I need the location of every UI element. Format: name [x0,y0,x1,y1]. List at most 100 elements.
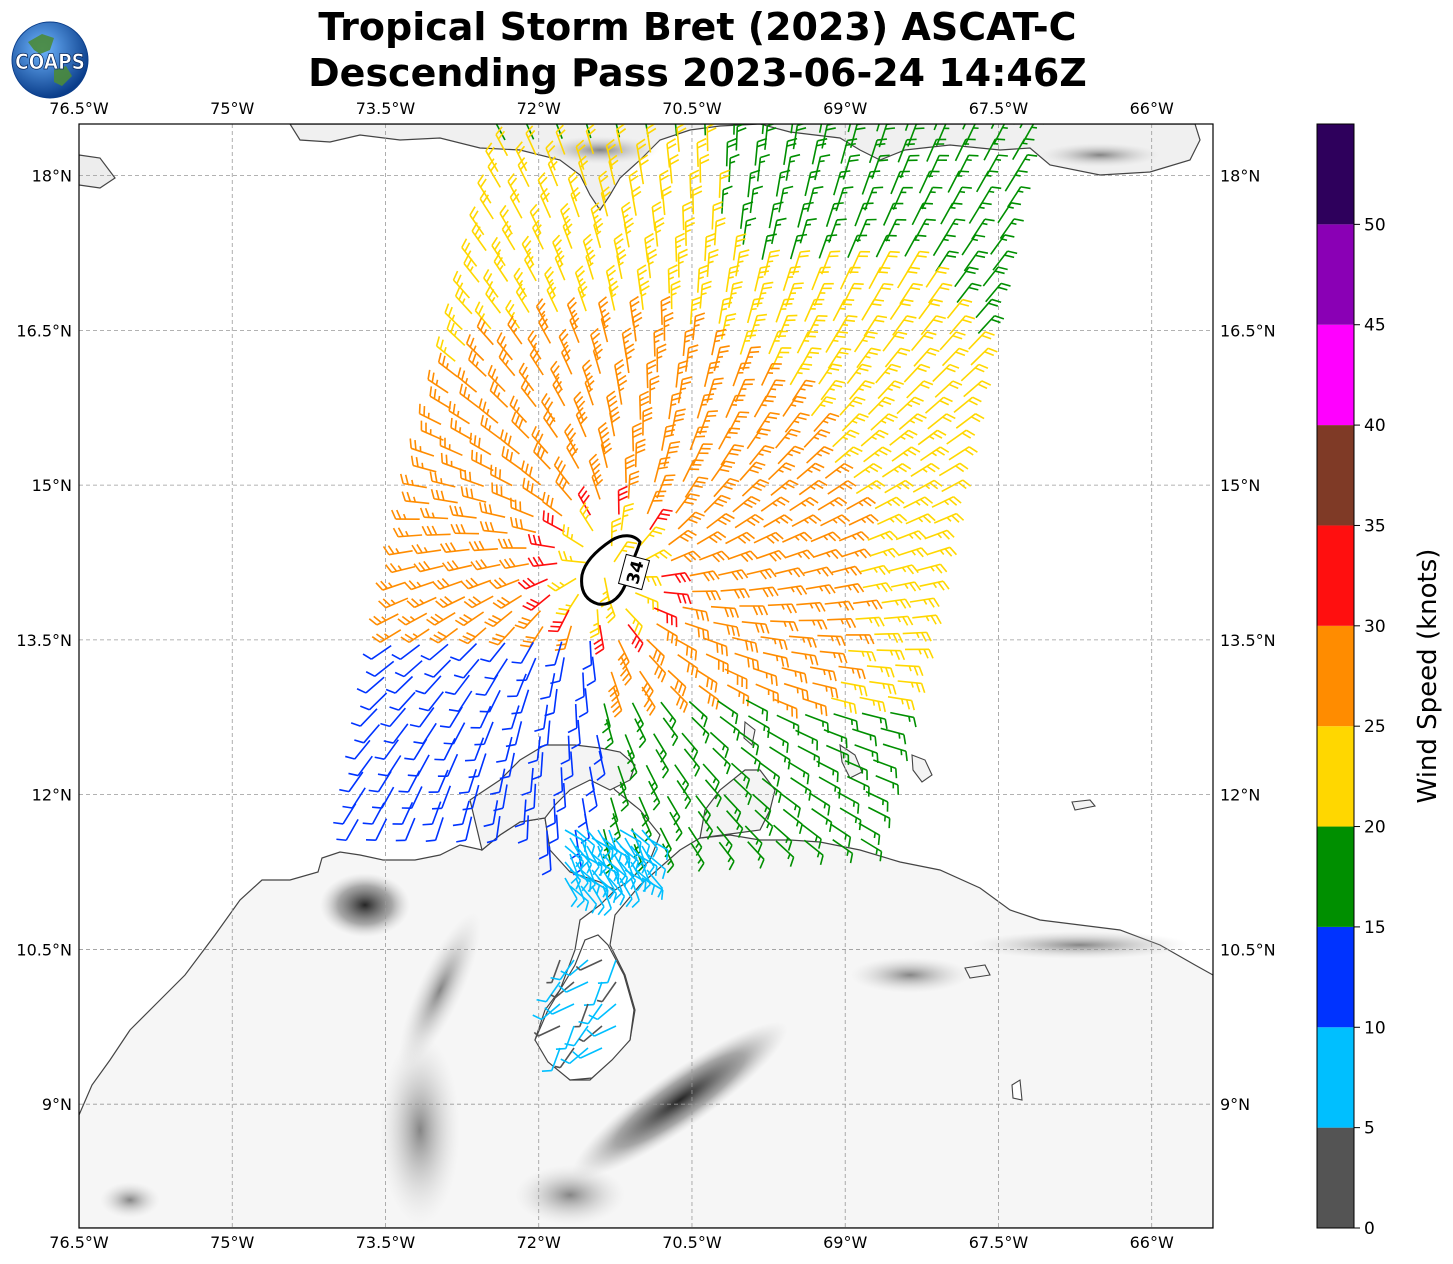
wind-barb-505 [725,531,756,545]
wind-barb-319 [875,363,901,384]
wind-barb-628 [394,660,423,678]
wind-barb-315 [760,363,782,386]
wind-barb-418 [399,473,427,489]
wind-barb-788 [619,781,630,812]
wind-barb-618 [675,638,698,661]
wind-barb-236 [689,296,702,325]
wind-barb-283 [939,331,966,351]
wind-barb-752 [683,748,701,777]
wind-barb-116 [529,203,542,234]
wind-barb-45 [696,137,707,167]
wind-barb-327 [552,376,566,407]
wind-barb-606 [883,615,914,626]
wind-barb-207 [954,266,979,288]
wind-barb-99 [600,186,611,217]
wind-barb-184 [849,250,871,274]
wind-barb-430 [767,462,796,481]
wind-barb-912 [608,877,626,906]
wind-barb-644 [876,649,906,661]
wind-barb-763 [428,769,449,793]
wind-barb-641 [791,651,819,666]
wind-barb-267 [465,334,485,362]
34kt-contour-line [580,534,642,606]
wind-barb-413 [834,446,863,464]
wind-barb-931 [544,1003,575,1015]
wind-barb-160 [704,232,716,262]
wind-barb-847 [858,822,881,846]
wind-barb-20 [525,125,537,156]
lat-label-left-2: 15°N [32,476,72,495]
west-terrain [100,1182,160,1218]
wind-barb-365 [543,408,559,438]
wind-barb-329 [616,374,628,405]
lon-label-bottom-0: 76.5°W [49,1233,109,1252]
wind-barb-284 [968,331,995,350]
wind-barb-749 [596,750,606,781]
wind-barb-84 [718,169,730,198]
wind-barb-95 [479,190,494,220]
lon-label-bottom-4: 70.5°W [662,1233,722,1252]
wind-barb-471 [846,496,876,510]
wind-barb-290 [592,343,603,374]
wind-barb-717 [776,714,800,736]
wind-barb-155 [552,234,563,265]
lat-label-left-5: 10.5°N [16,940,72,959]
wind-barb-145 [828,218,847,243]
wind-barb-299 [856,347,881,369]
wind-barb-455 [941,479,972,493]
wind-barb-728 [527,736,541,765]
wind-barb-457 [419,507,449,520]
wind-barb-611 [450,643,478,662]
wind-barb-689 [501,705,520,731]
wind-barb-919 [602,885,612,916]
wind-barb-554 [463,595,494,609]
wind-barb-824 [549,814,559,844]
wind-barb-465 [675,493,700,514]
wind-barb-89 [861,170,881,195]
aruba-island [743,720,756,747]
lat-label-right-4: 12°N [1220,786,1260,805]
colorbar: 0 5 10 15 20 25 30 35 40 45 50 [1316,123,1386,1239]
wind-barb-814 [808,792,831,816]
wind-barb-265 [977,314,1005,334]
wind-barb-356 [839,396,866,416]
wind-barb-426 [653,456,671,483]
wind-barb-243 [889,298,914,321]
wind-barb-14 [904,124,915,131]
wind-barb-561 [692,590,722,601]
wind-barb-564 [777,585,808,596]
wind-barb-737 [795,729,819,751]
wind-barb-131 [968,202,992,224]
wind-barb-245 [946,298,973,319]
wind-barb-856 [775,840,795,867]
wind-barb-626 [902,631,932,642]
wind-barb-25 [676,124,687,152]
wind-barb-608 [362,644,392,660]
wind-barb-450 [798,479,828,496]
wind-barb-817 [336,819,359,842]
wind-barb-926 [550,981,575,999]
wind-barb-8 [733,124,736,135]
wind-barb-391 [746,428,771,450]
wind-barb-305 [457,367,478,393]
wind-barb-397 [917,429,947,446]
wind-barb-251 [569,312,580,343]
wind-barb-212 [546,282,559,313]
wind-barb-775 [787,761,810,785]
lon-label-bottom-7: 66°W [1130,1233,1174,1252]
wind-barb-623 [817,634,846,646]
wind-barb-434 [881,462,912,478]
wind-barb-696 [717,700,739,725]
wind-barb-675 [669,685,689,713]
wind-barb-228 [444,303,463,331]
wind-barb-661 [809,666,837,682]
wind-barb-34 [935,124,956,147]
wind-barb-581 [710,605,740,618]
wind-barb-346 [541,392,556,423]
wind-barb-755 [769,746,791,770]
wind-barb-350 [668,391,683,420]
wind-barb-432 [824,462,854,479]
wind-barb-609 [391,644,421,661]
map-frame [78,123,1214,1229]
wind-barb-250 [538,314,552,344]
